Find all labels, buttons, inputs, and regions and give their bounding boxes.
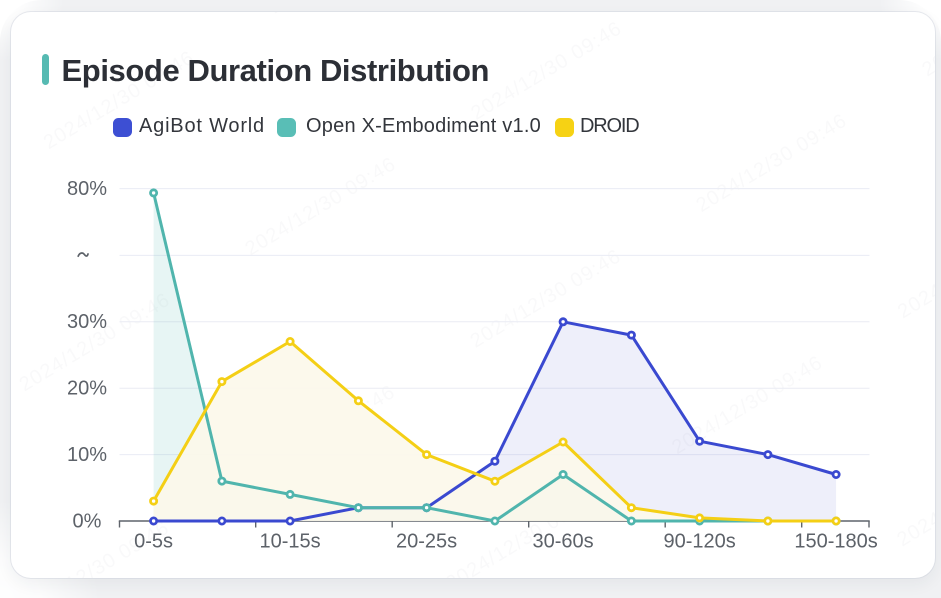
svg-text:20%: 20%: [67, 378, 107, 400]
svg-text:30-60s: 30-60s: [533, 531, 594, 553]
svg-text:80%: 80%: [67, 178, 107, 200]
svg-text:10-15s: 10-15s: [260, 531, 321, 553]
svg-text:10%: 10%: [67, 444, 107, 466]
svg-text:20-25s: 20-25s: [396, 531, 457, 553]
svg-text:30%: 30%: [67, 311, 107, 333]
svg-text:150-180s: 150-180s: [794, 531, 877, 553]
svg-text:90-120s: 90-120s: [663, 531, 735, 553]
svg-text:0-5s: 0-5s: [134, 531, 173, 553]
svg-text:0%: 0%: [73, 510, 102, 532]
